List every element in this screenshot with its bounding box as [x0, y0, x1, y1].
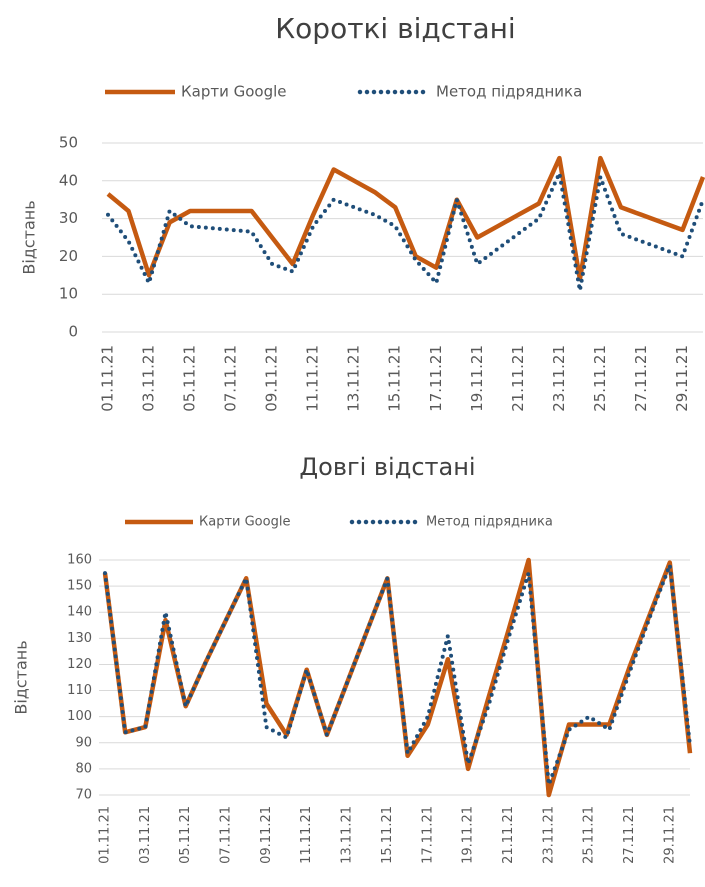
x-tick-label: 17.11.21	[427, 345, 445, 412]
y-tick-label: 110	[67, 683, 92, 698]
y-tick-label: 30	[59, 209, 78, 227]
y-tick-label: 160	[67, 553, 92, 568]
y-axis-label: Відстань	[12, 640, 31, 714]
legend-label: Карти Google	[199, 515, 290, 530]
y-axis-label: Відстань	[20, 200, 39, 274]
x-tick-label: 23.11.21	[550, 345, 568, 412]
x-tick-label: 11.11.21	[299, 806, 314, 864]
x-tick-label: 19.11.21	[468, 345, 486, 412]
y-tick-label: 80	[75, 761, 92, 776]
y-tick-label: 40	[59, 171, 78, 189]
x-tick-label: 05.11.21	[181, 345, 199, 412]
x-tick-label: 07.11.21	[219, 806, 234, 864]
x-tick-label: 29.11.21	[662, 806, 677, 864]
y-tick-label: 70	[75, 788, 92, 803]
x-tick-label: 25.11.21	[582, 806, 597, 864]
x-tick-label: 19.11.21	[461, 806, 476, 864]
x-tick-label: 23.11.21	[541, 806, 556, 864]
x-tick-label: 27.11.21	[632, 345, 650, 412]
x-tick-label: 13.11.21	[345, 345, 363, 412]
x-tick-label: 09.11.21	[263, 345, 281, 412]
x-tick-label: 11.11.21	[304, 345, 322, 412]
data-line	[106, 171, 705, 293]
data-line	[102, 557, 693, 798]
x-tick-label: 15.11.21	[386, 345, 404, 412]
x-tick-label: 29.11.21	[673, 345, 691, 412]
x-tick-label: 01.11.21	[99, 345, 117, 412]
x-tick-label: 01.11.21	[98, 806, 113, 864]
x-tick-label: 03.11.21	[140, 345, 158, 412]
y-tick-label: 150	[67, 579, 92, 594]
x-tick-label: 03.11.21	[138, 806, 153, 864]
y-tick-label: 100	[67, 709, 92, 724]
x-tick-label: 07.11.21	[222, 345, 240, 412]
legend-label: Карти Google	[181, 83, 287, 101]
y-tick-label: 10	[59, 285, 78, 303]
x-tick-label: 27.11.21	[622, 806, 637, 864]
y-tick-label: 90	[75, 735, 92, 750]
x-tick-label: 05.11.21	[178, 806, 193, 864]
x-tick-label: 21.11.21	[509, 345, 527, 412]
x-tick-label: 25.11.21	[591, 345, 609, 412]
y-tick-label: 140	[67, 605, 92, 620]
x-tick-label: 09.11.21	[259, 806, 274, 864]
x-tick-label: 13.11.21	[340, 806, 355, 864]
y-tick-label: 20	[59, 247, 78, 265]
y-tick-label: 50	[59, 134, 78, 152]
x-tick-label: 17.11.21	[420, 806, 435, 864]
data-line	[103, 563, 692, 787]
legend-label: Метод підрядника	[426, 515, 553, 530]
y-tick-label: 130	[67, 631, 92, 646]
data-line	[106, 155, 705, 282]
y-tick-label: 120	[67, 657, 92, 672]
y-tick-label: 0	[68, 323, 78, 341]
x-tick-label: 21.11.21	[501, 806, 516, 864]
x-tick-label: 15.11.21	[380, 806, 395, 864]
legend-label: Метод підрядника	[436, 83, 582, 101]
chart-title: Довгі відстані	[299, 453, 475, 481]
chart-title: Короткі відстані	[275, 12, 515, 45]
